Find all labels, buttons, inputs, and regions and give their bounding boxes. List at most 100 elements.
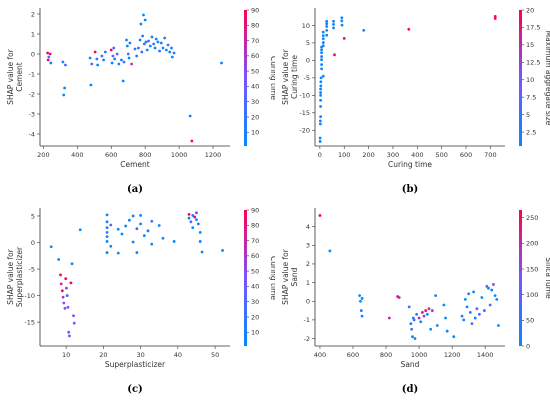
data-point (150, 242, 154, 246)
data-point (220, 61, 223, 65)
data-point (105, 213, 109, 217)
colorbar-tick-label: 30 (251, 298, 259, 306)
data-point (188, 114, 192, 118)
data-point (133, 47, 137, 51)
colorbar (519, 10, 522, 146)
y-tick-label: 0 (31, 239, 35, 247)
data-point (320, 63, 323, 66)
colorbar-tick-label: 70 (251, 37, 259, 45)
data-point (195, 211, 198, 215)
colorbar-tick-label: 40 (251, 83, 259, 91)
data-point (142, 42, 146, 46)
data-point (150, 219, 154, 223)
data-point (125, 44, 129, 48)
y-tick-label: 0 (306, 57, 310, 65)
data-point (63, 86, 66, 90)
data-point (109, 223, 113, 227)
y-tick-label: 0 (31, 50, 35, 58)
data-point (340, 23, 344, 27)
data-point (105, 251, 109, 254)
data-point (161, 236, 165, 240)
data-point (318, 136, 322, 140)
data-point (109, 244, 113, 248)
data-point (319, 91, 323, 94)
data-point (126, 52, 130, 56)
y-axis-label: SHAP value forCement (6, 48, 24, 105)
data-point (340, 19, 344, 23)
colorbar-tick-label: 20 (251, 313, 259, 321)
y-tick-label: 5 (31, 212, 35, 220)
data-point (131, 240, 135, 244)
data-point (319, 76, 323, 80)
data-point (320, 51, 323, 55)
data-point (105, 226, 109, 230)
data-point (161, 46, 165, 50)
panel-cement: 200 400 600 800 1000 1200 -4 -3 -2 -1 0 1 2 Cement SHA… (0, 0, 275, 200)
x-tick-label: 1200 (205, 151, 222, 159)
x-axis-label: Superplasticizer (105, 360, 166, 369)
x-tick-label: 400 (71, 151, 83, 159)
data-point (200, 250, 204, 254)
scatter-plot-cement: 200 400 600 800 1000 1200 -4 -3 -2 -1 0 1 2 Cement SHA… (6, 6, 275, 195)
y-tick-label: 10 (302, 22, 310, 30)
colorbar-label: Curing time (269, 56, 275, 100)
data-point (319, 105, 323, 108)
y-tick-label: -10 (299, 92, 310, 100)
colorbar-tick-label: 15 (526, 41, 534, 49)
data-point (397, 296, 401, 299)
scatter-plot-curing-time: 0 100 200 300 400 500 600 700 -20 -15 -10 -5 0 5 10 Cur… (281, 6, 550, 195)
data-point (47, 55, 51, 59)
data-point (153, 46, 157, 50)
data-point (325, 28, 329, 32)
data-point (320, 58, 323, 62)
data-point (170, 46, 173, 50)
data-point (116, 227, 120, 231)
y-axis-label: SHAP value forCuring time (281, 48, 299, 105)
x-tick-label: 600 (347, 351, 359, 359)
data-point (430, 309, 434, 312)
data-point (72, 314, 75, 318)
data-point (473, 316, 477, 320)
data-point (93, 50, 97, 54)
x-tick-label: 800 (139, 151, 151, 159)
data-point (362, 28, 366, 32)
data-point (138, 38, 142, 42)
y-tick-label: -5 (29, 265, 35, 273)
data-point (141, 34, 145, 38)
data-point (156, 40, 160, 44)
data-point (150, 35, 154, 39)
data-point (318, 140, 322, 143)
data-point (64, 63, 67, 67)
data-point (68, 334, 71, 338)
x-tick-label: 400 (314, 351, 326, 359)
data-point (144, 40, 148, 44)
colorbar-tick-label: 80 (251, 22, 259, 30)
x-tick-label: 400 (411, 151, 423, 159)
data-point (145, 48, 149, 52)
data-point (100, 54, 104, 58)
data-point (193, 215, 197, 219)
data-point (475, 307, 479, 311)
data-point (72, 321, 76, 325)
x-tick-label: 10 (62, 351, 70, 359)
colorbar-tick-label: 20 (526, 6, 534, 14)
data-point (321, 74, 325, 78)
data-point (49, 245, 53, 249)
data-point (318, 214, 322, 217)
colorbar-tick-label: 90 (251, 6, 259, 14)
data-point (325, 19, 329, 23)
y-tick-label: 1 (306, 279, 310, 287)
data-point (495, 297, 499, 301)
data-point (120, 58, 123, 62)
data-point (328, 249, 332, 253)
data-point (332, 23, 335, 26)
data-point (142, 13, 145, 17)
data-point (420, 311, 424, 314)
data-point (163, 36, 167, 40)
x-tick-label: 300 (387, 151, 399, 159)
data-point (96, 63, 100, 67)
colorbar-label: Silica fume (544, 257, 550, 299)
colorbar-tick-label: 250 (526, 214, 538, 222)
y-tick-label: 0 (306, 298, 310, 306)
data-point (333, 53, 336, 57)
